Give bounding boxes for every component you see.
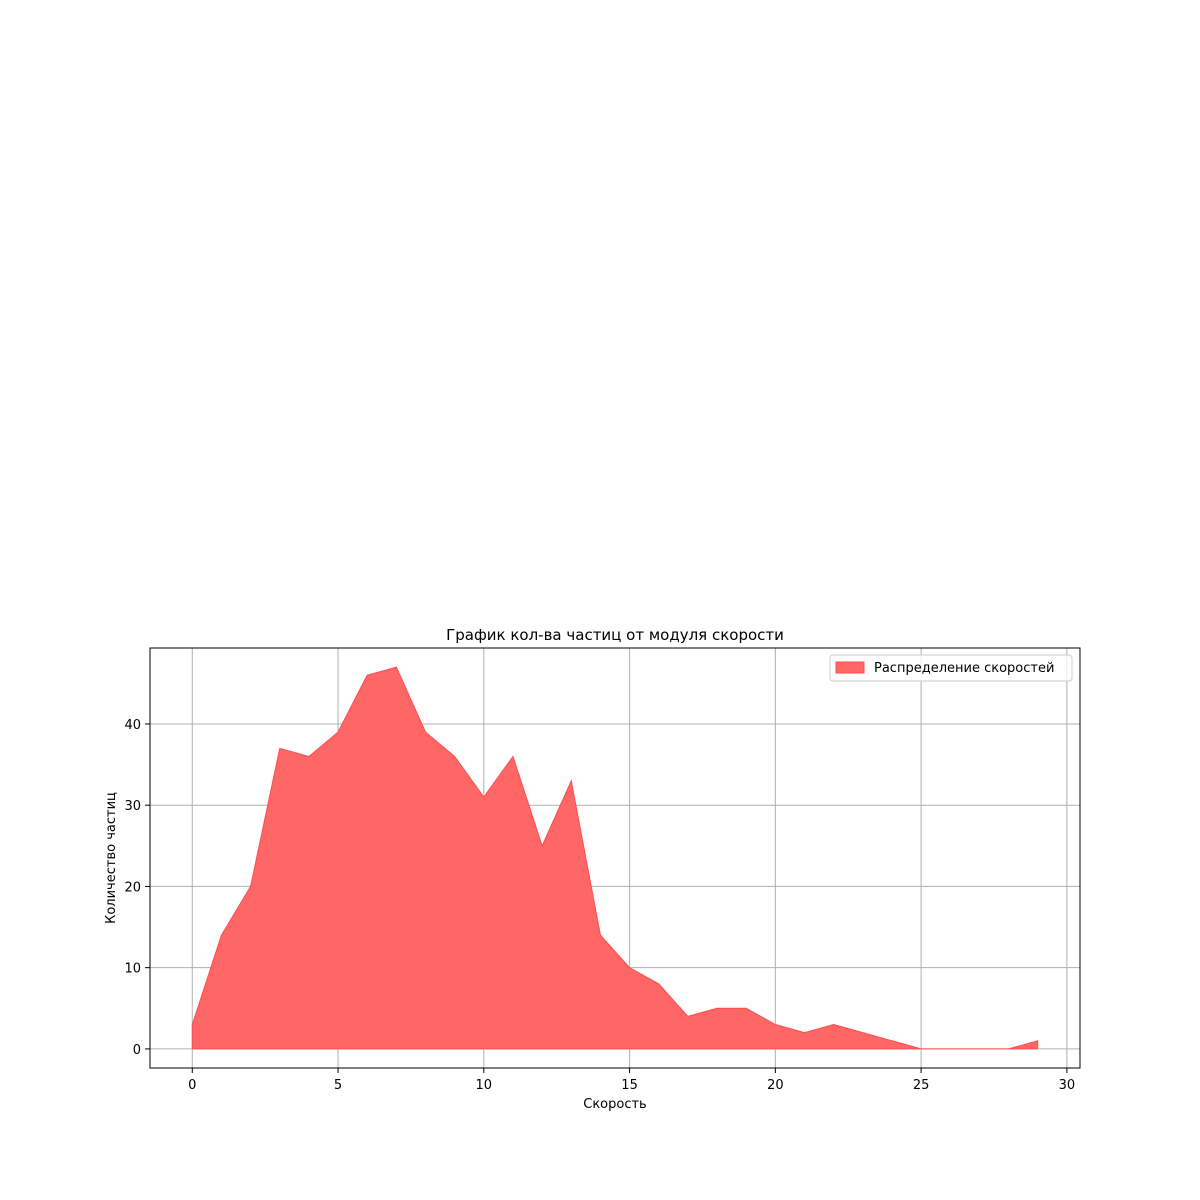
y-axis-label: Количество частиц [104,792,119,924]
y-tick-label: 10 [124,962,141,977]
y-tick-label: 20 [124,880,141,895]
area-series [191,666,1039,1050]
legend-swatch [835,661,865,674]
chart-title: График кол-ва частиц от модуля скорости [446,626,784,644]
x-tick-label: 20 [767,1078,784,1093]
x-tick-label: 30 [1059,1078,1076,1093]
x-axis-label: Скорость [583,1097,646,1112]
x-tick-label: 15 [621,1078,638,1093]
x-tick-label: 5 [334,1078,342,1093]
y-tick-label: 40 [124,718,141,733]
plot-area [191,666,1039,1050]
legend: Распределение скоростей [829,654,1073,682]
y-tick-label: 30 [124,799,141,814]
legend-box [829,654,1073,682]
legend-label: Распределение скоростей [874,661,1054,676]
x-tick-label: 0 [188,1078,196,1093]
axes-frame [149,647,1081,1069]
x-tick-label: 10 [476,1078,493,1093]
x-tick-label: 25 [913,1078,930,1093]
y-tick-label: 0 [133,1043,141,1058]
ticks: 0 5 10 15 20 25 30 0 10 20 30 40 [124,718,1075,1093]
